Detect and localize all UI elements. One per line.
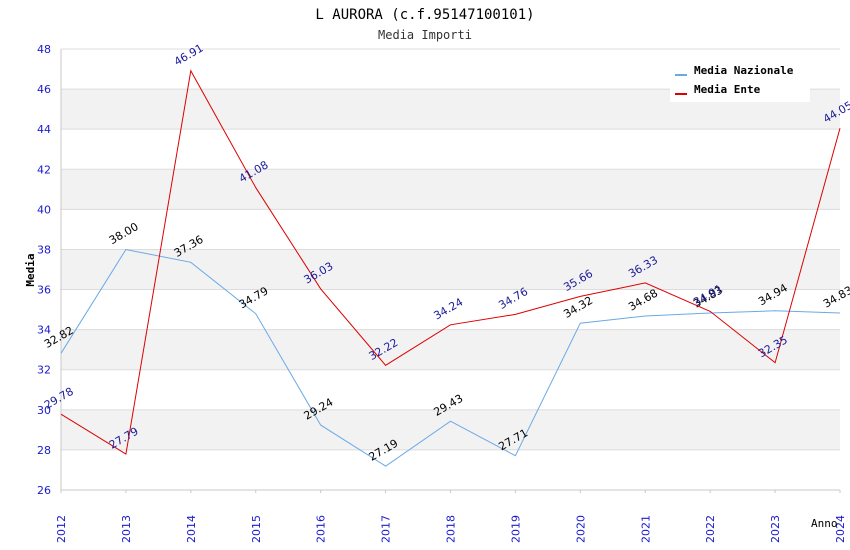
y-ticks: 26 28 30 32 34 36 38 40 42 44 46 48 (37, 43, 51, 497)
data-label: 34.24 (432, 295, 466, 322)
series-line-media-ente (60, 69, 841, 455)
x-tick-label: 2022 (704, 515, 717, 543)
gridlines (61, 48, 840, 491)
grid-band (61, 169, 840, 210)
y-tick-label: 42 (37, 163, 51, 176)
grid-band (61, 329, 840, 370)
grid-band (61, 249, 840, 290)
data-label: 46.91 (172, 41, 206, 68)
y-tick-label: 26 (37, 484, 51, 497)
y-tick-label: 48 (37, 43, 51, 56)
data-label: 29.78 (42, 385, 76, 412)
x-tick-label: 2023 (769, 515, 782, 543)
legend-label: Media Ente (694, 83, 761, 96)
x-tick-label: 2024 (834, 515, 847, 543)
x-axis-label: Anno (811, 517, 838, 530)
data-label: 34.32 (561, 294, 595, 321)
y-tick-label: 38 (37, 243, 51, 256)
y-tick-label: 28 (37, 444, 51, 457)
grid-band (61, 409, 840, 450)
legend: Media Nazionale Media Ente (670, 60, 810, 102)
y-tick-label: 46 (37, 83, 51, 96)
x-tick-label: 2016 (315, 515, 328, 543)
data-label: 34.68 (626, 287, 660, 314)
chart-subtitle: Media Importi (378, 28, 472, 42)
x-ticks: 2012 2013 2014 2015 2016 2017 2018 2019 2020 2021… (55, 490, 847, 543)
series-line-media-nazionale (60, 248, 841, 467)
y-axis-label: Media (24, 253, 37, 286)
x-tick-label: 2018 (445, 515, 458, 543)
legend-box (670, 60, 810, 102)
x-tick-label: 2014 (185, 515, 198, 543)
legend-label: Media Nazionale (694, 64, 794, 77)
data-label: 38.00 (107, 220, 141, 247)
y-tick-label: 34 (37, 324, 51, 337)
x-tick-label: 2013 (120, 515, 133, 543)
x-tick-label: 2019 (509, 515, 522, 543)
x-tick-label: 2020 (574, 515, 587, 543)
y-tick-label: 36 (37, 284, 51, 297)
x-tick-label: 2021 (639, 515, 652, 543)
y-tick-label: 32 (37, 364, 51, 377)
y-tick-label: 44 (37, 123, 51, 136)
y-tick-label: 40 (37, 203, 51, 216)
x-tick-label: 2012 (55, 515, 68, 543)
chart-title: L AURORA (c.f.95147100101) (315, 7, 534, 23)
x-tick-label: 2017 (380, 515, 393, 543)
x-tick-label: 2015 (250, 515, 263, 543)
grid-bands (61, 89, 840, 450)
y-tick-label: 30 (37, 404, 51, 417)
